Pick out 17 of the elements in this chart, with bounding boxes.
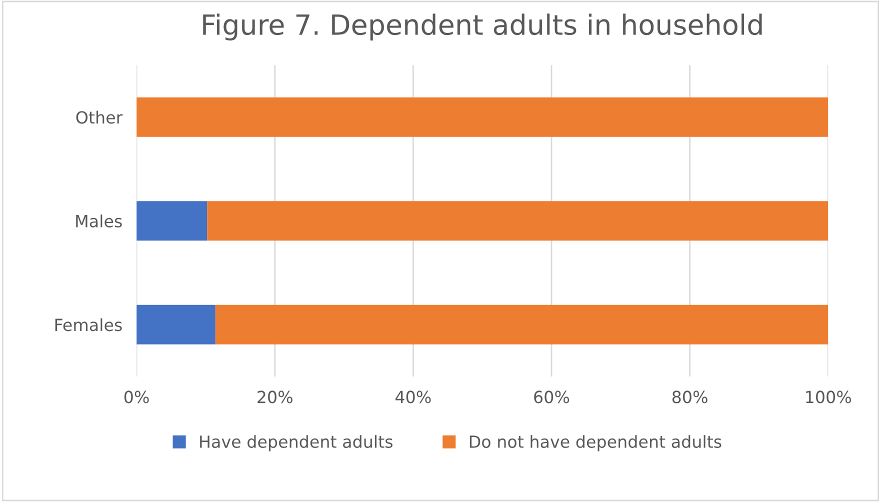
legend-label: Do not have dependent adults xyxy=(470,435,722,452)
y-tick-label: Males xyxy=(76,214,122,228)
y-tick-label: Other xyxy=(76,110,123,124)
y-tick-label: Females xyxy=(55,318,122,332)
x-tick-label: 40% xyxy=(395,390,431,404)
x-tick-label: 80% xyxy=(672,390,708,404)
bar xyxy=(136,97,828,137)
bar xyxy=(215,304,828,344)
x-tick-label: 100% xyxy=(806,390,852,404)
legend-label: Have dependent adults xyxy=(200,435,392,452)
bar xyxy=(207,201,828,241)
bar xyxy=(136,304,216,344)
x-tick-label: 20% xyxy=(258,390,292,404)
x-tick-label: 0% xyxy=(124,390,149,404)
chart-title: Figure 7. Dependent adults in household xyxy=(203,14,762,40)
x-tick-label: 60% xyxy=(534,390,570,404)
bar xyxy=(136,201,208,241)
